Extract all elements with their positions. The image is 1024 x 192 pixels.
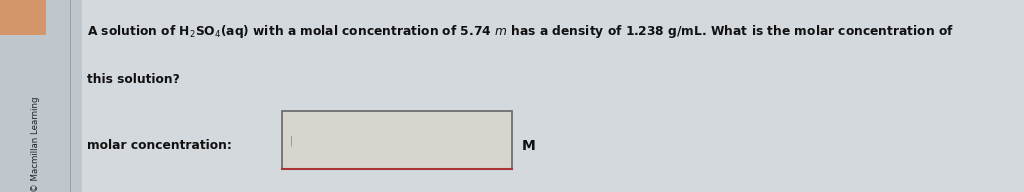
Text: this solution?: this solution? xyxy=(87,73,180,86)
Bar xyxy=(282,111,512,169)
Bar xyxy=(0,0,46,35)
Text: M: M xyxy=(522,139,536,153)
Bar xyxy=(70,0,71,192)
Text: A solution of H$_2$SO$_4$(aq) with a molal concentration of 5.74 $\mathit{m}$ ha: A solution of H$_2$SO$_4$(aq) with a mol… xyxy=(87,23,954,40)
Text: molar concentration:: molar concentration: xyxy=(87,139,231,152)
Text: |: | xyxy=(290,136,293,146)
Text: © Macmillan Learning: © Macmillan Learning xyxy=(32,96,40,192)
Bar xyxy=(0,0,82,192)
